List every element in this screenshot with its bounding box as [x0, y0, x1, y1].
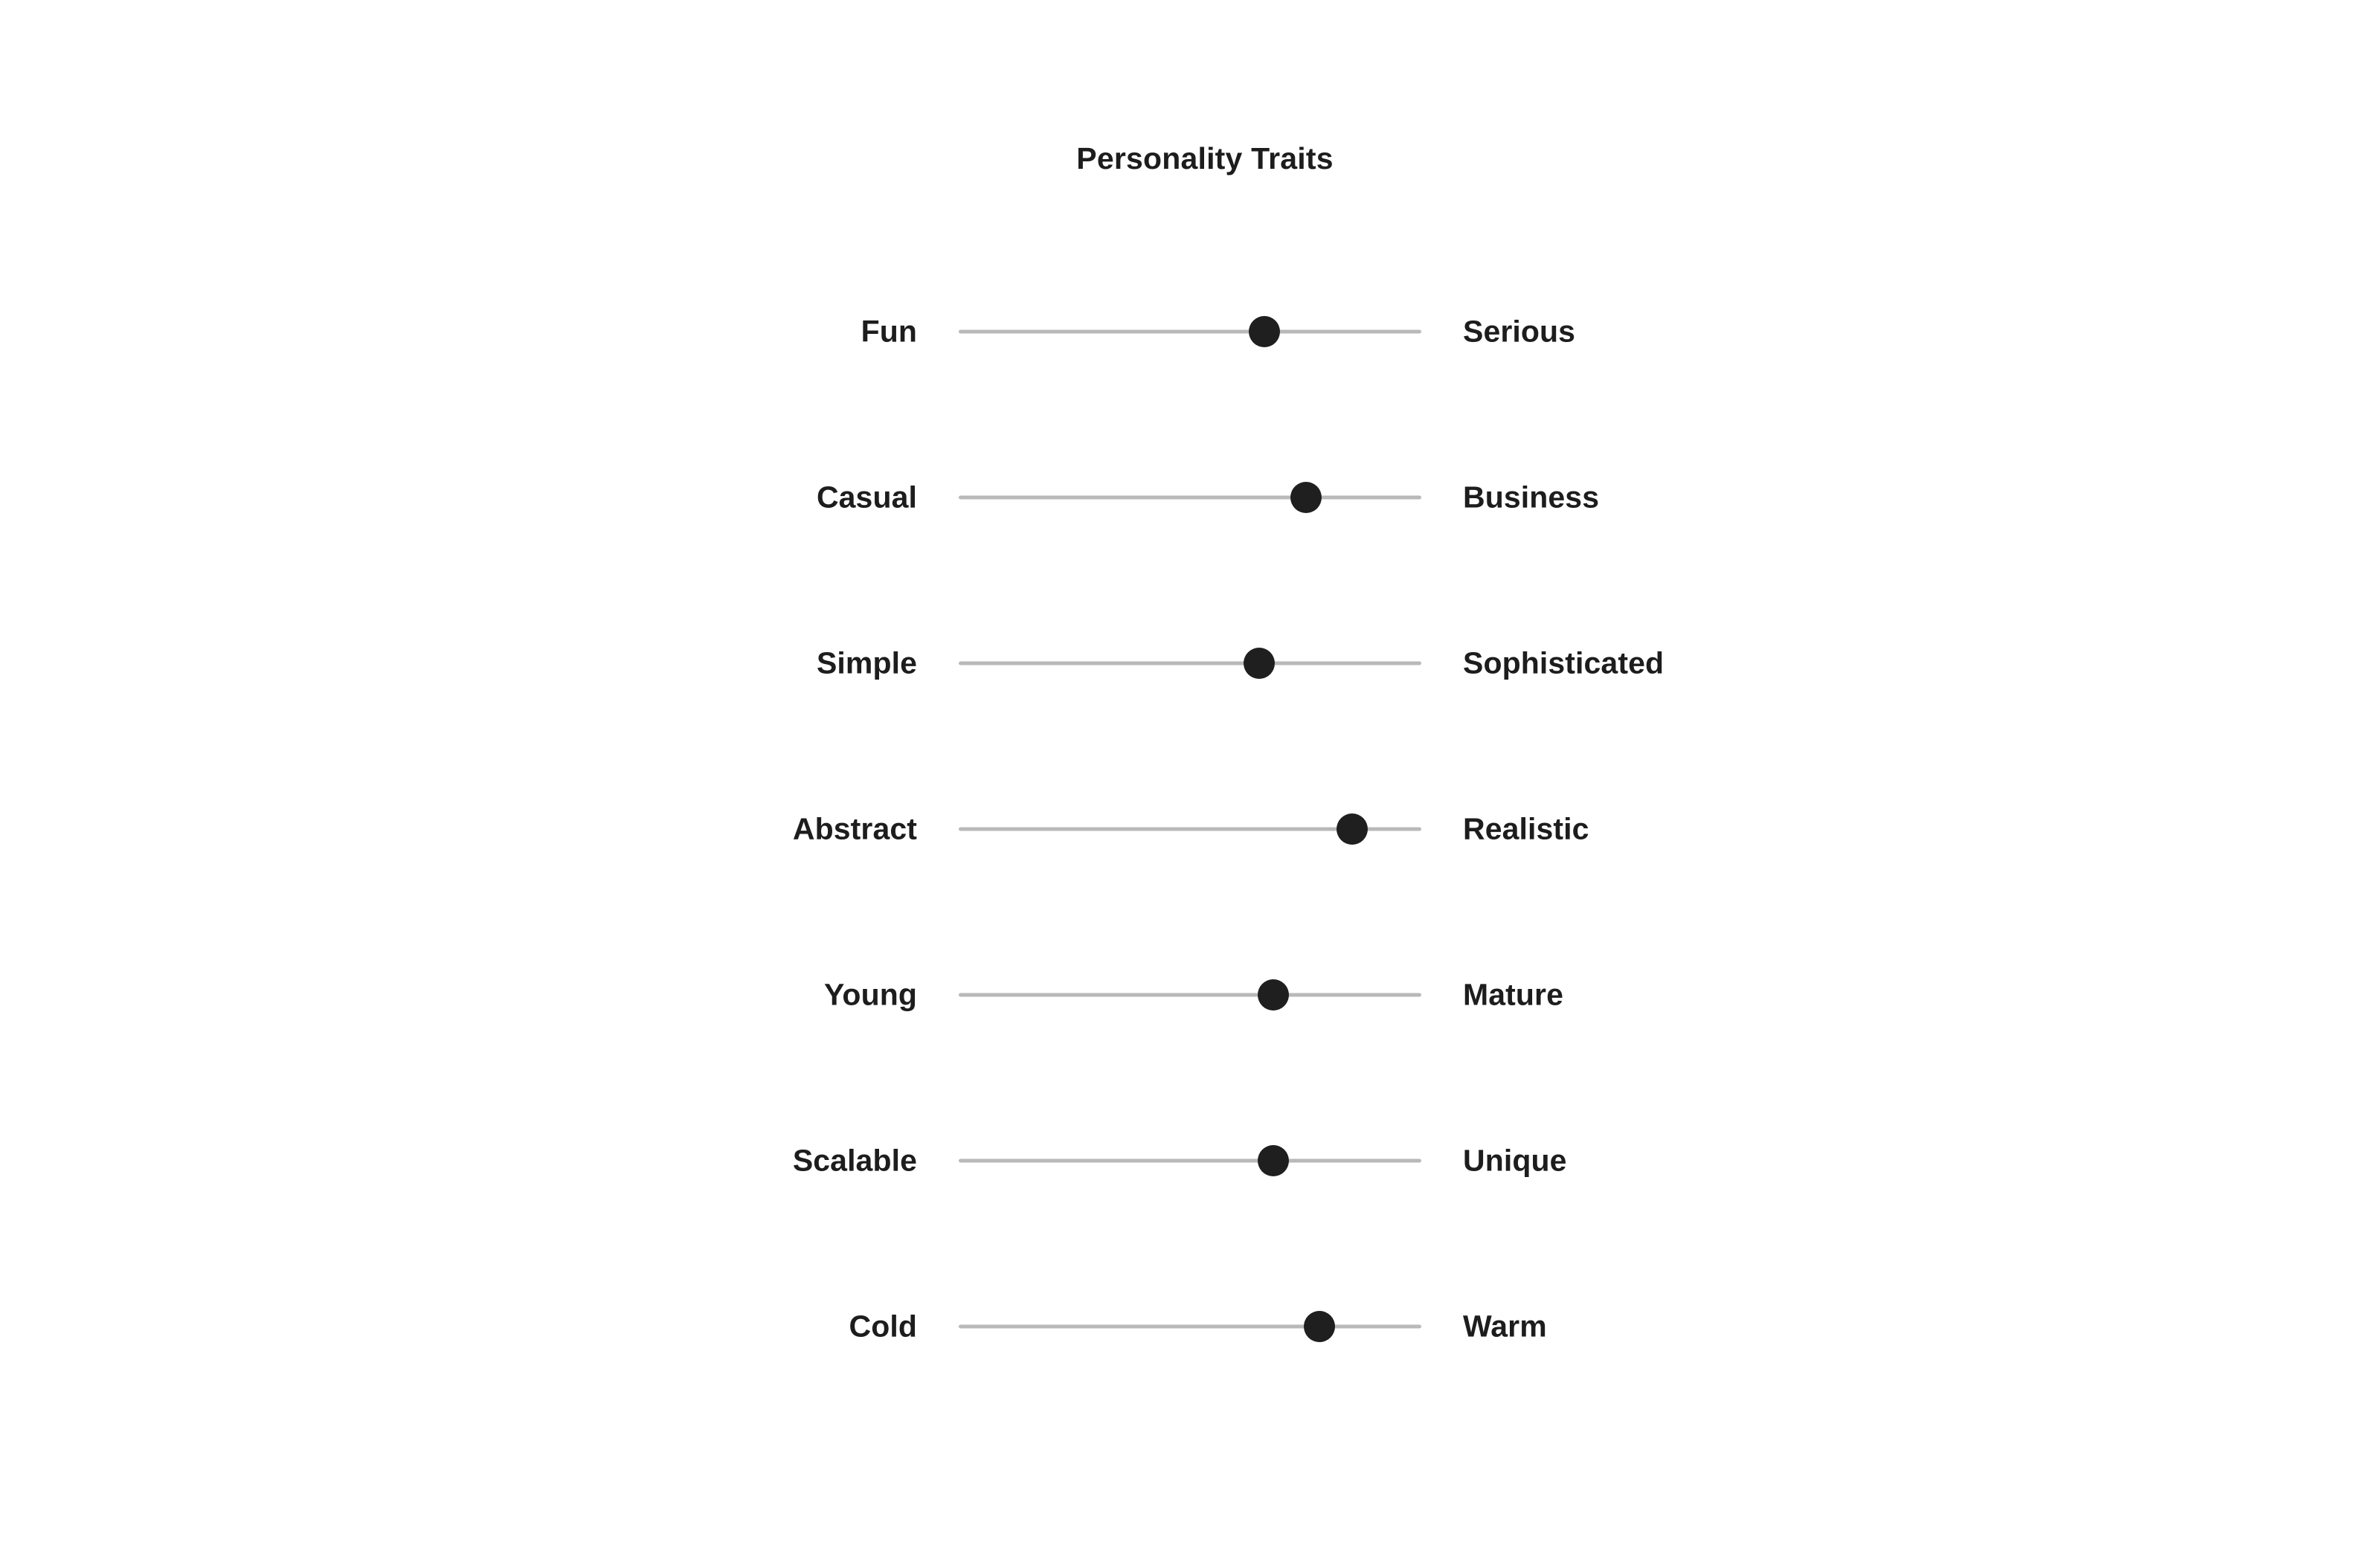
trait-slider[interactable]	[959, 811, 1421, 847]
slider-thumb[interactable]	[1290, 482, 1322, 513]
trait-slider[interactable]	[959, 645, 1421, 681]
trait-left-label: Simple	[816, 645, 917, 680]
trait-slider[interactable]	[959, 977, 1421, 1013]
trait-right-label: Warm	[1463, 1309, 1547, 1344]
trait-slider[interactable]	[959, 1309, 1421, 1344]
trait-row: Casual Business	[0, 462, 2380, 533]
trait-left-label: Cold	[849, 1309, 917, 1344]
trait-right-label: Realistic	[1463, 811, 1589, 846]
trait-right-label: Business	[1463, 480, 1600, 515]
slider-track[interactable]	[959, 993, 1421, 997]
trait-slider[interactable]	[959, 1143, 1421, 1179]
slider-thumb[interactable]	[1257, 1145, 1289, 1176]
trait-row: Scalable Unique	[0, 1125, 2380, 1196]
trait-row: Simple Sophisticated	[0, 628, 2380, 699]
slider-thumb[interactable]	[1244, 648, 1276, 679]
slider-track[interactable]	[959, 1158, 1421, 1163]
slider-thumb[interactable]	[1336, 813, 1368, 845]
slider-track[interactable]	[959, 661, 1421, 665]
trait-row: Young Mature	[0, 959, 2380, 1031]
slider-thumb[interactable]	[1257, 979, 1289, 1011]
trait-right-label: Serious	[1463, 314, 1576, 349]
trait-slider-list: Fun Serious Casual Business Simple Sophi…	[0, 296, 2380, 1457]
trait-left-label: Young	[824, 977, 917, 1012]
slider-track[interactable]	[959, 827, 1421, 831]
trait-right-label: Sophisticated	[1463, 645, 1665, 680]
trait-row: Abstract Realistic	[0, 793, 2380, 865]
slider-track[interactable]	[959, 329, 1421, 334]
page-title: Personality Traits	[1076, 141, 1334, 175]
trait-right-label: Mature	[1463, 977, 1564, 1012]
trait-row: Fun Serious	[0, 296, 2380, 367]
trait-right-label: Unique	[1463, 1143, 1567, 1178]
slider-track[interactable]	[959, 495, 1421, 500]
trait-slider[interactable]	[959, 314, 1421, 349]
trait-slider[interactable]	[959, 480, 1421, 515]
slider-thumb[interactable]	[1304, 1311, 1336, 1342]
slider-thumb[interactable]	[1248, 316, 1280, 347]
trait-row: Cold Warm	[0, 1291, 2380, 1362]
trait-left-label: Casual	[816, 480, 917, 515]
slider-track[interactable]	[959, 1324, 1421, 1329]
trait-left-label: Abstract	[792, 811, 917, 846]
trait-left-label: Scalable	[792, 1143, 917, 1178]
trait-left-label: Fun	[861, 314, 917, 349]
